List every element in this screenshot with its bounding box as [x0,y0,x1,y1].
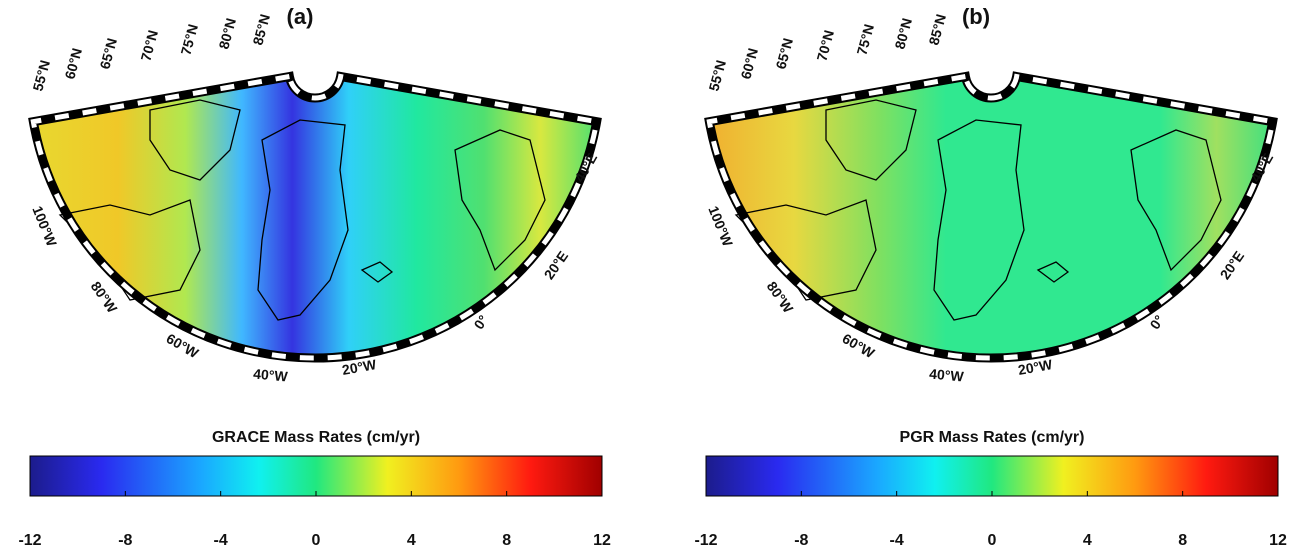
colorbar-tick-label: 0 [988,532,997,549]
panel-label: (a) [287,4,314,29]
map-panel: (a) 55°N 60°N 65°N 70°N 75°N 80°N 85°N 100°W 80°W… [18,4,611,549]
colorbar-tick-label: -8 [794,532,808,549]
latitude-label: 65°N [772,36,796,70]
longitude-label: 40°W [929,366,965,385]
colorbar-tick-label: 12 [593,532,611,549]
map-panel: (b) 55°N 60°N 65°N 70°N 75°N 80°N 85°N 100°W 80°W… [694,4,1287,549]
latitude-label: 70°N [813,28,837,62]
map-frame-dash [30,73,600,361]
longitude-label: 20°E [1217,248,1248,282]
longitude-label: 100°W [705,204,736,250]
latitude-label: 75°N [177,22,201,56]
map-field [709,76,1273,359]
latitude-label: 80°N [215,16,239,50]
latitude-label: 80°N [891,16,915,50]
colorbar-tick-label: -4 [890,532,904,549]
colorbar-tick-label: 12 [1269,532,1287,549]
latitude-label: 60°N [61,46,85,80]
latitude-label: 55°N [705,58,729,92]
colorbar-tick-label: -12 [694,532,717,549]
longitude-label: 100°W [29,204,60,250]
coastline [734,99,1222,321]
coastline [58,99,546,321]
latitude-label: 65°N [96,36,120,70]
colorbar-tick-label: 4 [1083,532,1092,549]
latitude-label: 75°N [853,22,877,56]
colorbar-tick-label: -8 [118,532,132,549]
colorbar-tick-label: 8 [502,532,511,549]
longitude-label: 80°W [764,278,797,316]
colorbar [705,455,1279,497]
longitude-label: 80°W [88,278,121,316]
longitude-label: 40°W [253,366,289,385]
colorbar-title: GRACE Mass Rates (cm/yr) [212,429,420,446]
latitude-label: 60°N [737,46,761,80]
panel-label: (b) [962,4,990,29]
latitude-label: 85°N [249,12,273,46]
colorbar-tick-label: 0 [312,532,321,549]
longitude-label: 20°W [341,356,378,378]
colorbar-tick-label: 4 [407,532,416,549]
latitude-label: 70°N [137,28,161,62]
longitude-label: 20°W [1017,356,1054,378]
colorbar-tick-label: 8 [1178,532,1187,549]
latitude-label: 55°N [29,58,53,92]
colorbar-tick-label: -12 [18,532,41,549]
map-frame-dash [706,73,1276,361]
longitude-label: 20°E [541,248,572,282]
colorbar-tick-label: -4 [214,532,228,549]
colorbar-title: PGR Mass Rates (cm/yr) [900,429,1085,446]
latitude-label: 85°N [925,12,949,46]
colorbar [29,455,603,497]
map-field [33,76,597,359]
